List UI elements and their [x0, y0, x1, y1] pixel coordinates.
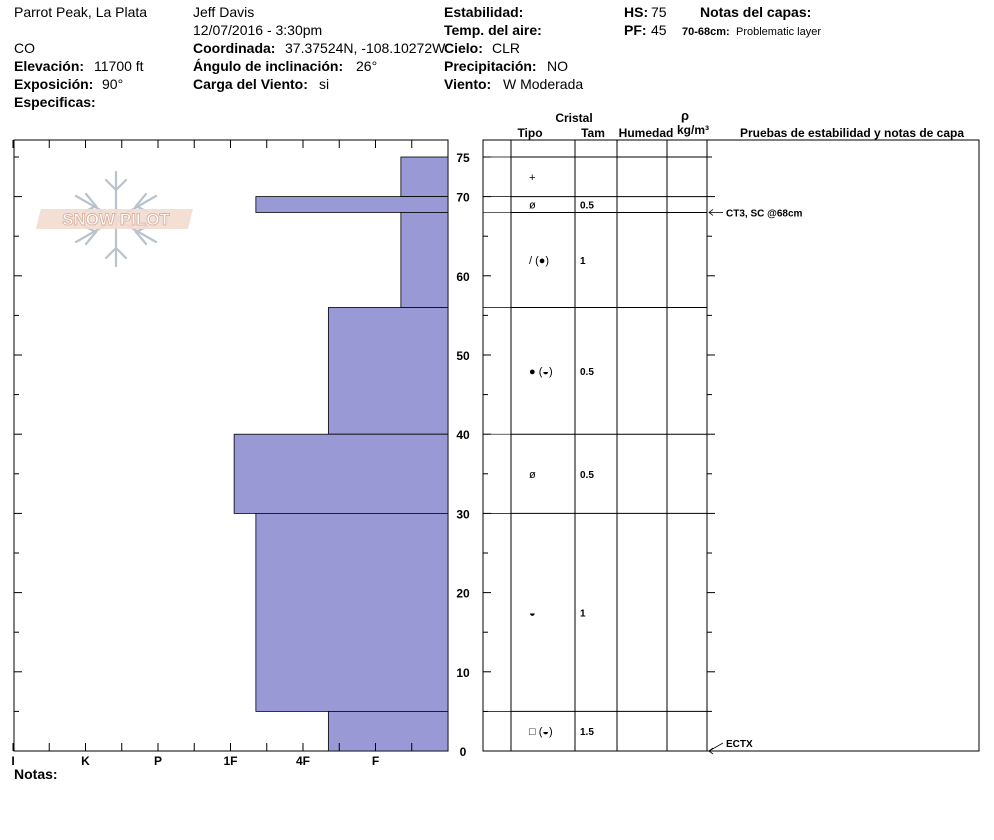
- air-temp-label: Temp. del aire:: [444, 22, 542, 38]
- elevation-label: Elevación:: [14, 58, 85, 74]
- test-note-arrowhead-0: [708, 209, 714, 216]
- hardness-axis: I K P 1F 4F F: [11, 140, 413, 768]
- hs-label: HS:: [624, 4, 649, 20]
- test-note-text-0: CT3, SC @68cm: [726, 208, 803, 219]
- hardness-bar-5: [255, 513, 449, 712]
- moisture-header: Humedad: [619, 126, 674, 140]
- observer: Jeff Davis: [193, 4, 255, 20]
- wind-value: W Moderada: [503, 76, 584, 92]
- stability-label: Estabilidad:: [444, 4, 524, 20]
- depth-label-20: 20: [456, 587, 470, 601]
- precip-value: NO: [547, 58, 568, 74]
- crystal-type-2: / (●): [529, 255, 549, 267]
- crystal-type-3: ● (◒): [529, 366, 553, 378]
- crystal-type-5: ◒: [529, 607, 536, 619]
- depth-label-30: 30: [456, 507, 470, 521]
- crystal-size-6: 1.5: [580, 727, 594, 738]
- hardness-label-2: P: [154, 754, 162, 768]
- slope-value: 26°: [356, 58, 378, 74]
- snowpilot-logo: SNOW PILOT: [35, 170, 193, 268]
- crystal-size-2: 1: [580, 256, 586, 267]
- crystal-rows: + ø 0.5 / (●) 1 ● (◒) 0.5 ø 0.5 ◒ 1 □ (◒) 1.5: [529, 172, 594, 738]
- test-note-text-1: ECTX: [726, 739, 753, 750]
- pf-value: 45: [651, 22, 667, 38]
- hardness-bar-2: [400, 212, 449, 308]
- logo-text: SNOW PILOT: [62, 210, 170, 229]
- crystal-type-1: ø: [529, 200, 536, 212]
- wind-label: Viento:: [444, 76, 492, 92]
- hardness-bar-0: [400, 156, 449, 197]
- aspect-value: 90°: [102, 76, 124, 92]
- hs-value: 75: [651, 4, 667, 20]
- hardness-bar-4: [233, 433, 449, 514]
- depth-label-10: 10: [456, 666, 470, 680]
- crystal-type-0: +: [529, 172, 535, 184]
- depth-label-75: 75: [456, 151, 470, 165]
- layer-note-text: Problematic layer: [736, 26, 821, 38]
- depth-label-70: 70: [456, 191, 470, 205]
- tests-header: Pruebas de estabilidad y notas de capa: [740, 126, 964, 140]
- type-header: Tipo: [517, 126, 542, 140]
- datetime: 12/07/2016 - 3:30pm: [193, 22, 323, 38]
- crystal-size-1: 0.5: [580, 201, 594, 212]
- density-unit-header: kg/m³: [677, 123, 709, 137]
- hardness-label-4: 4F: [296, 754, 310, 768]
- wind-load-label: Carga del Viento:: [193, 76, 308, 92]
- sky-value: CLR: [492, 40, 521, 56]
- state: CO: [14, 40, 35, 56]
- layer-table-frame: [482, 139, 980, 752]
- depth-label-0: 0: [460, 745, 467, 759]
- hardness-label-1: K: [81, 754, 90, 768]
- specifics-label: Especificas:: [14, 94, 96, 110]
- hardness-bar-3: [327, 307, 449, 435]
- aspect-label: Exposición:: [14, 76, 94, 92]
- hardness-bars: [233, 156, 449, 752]
- crystal-type-4: ø: [529, 469, 536, 481]
- crystal-size-3: 0.5: [580, 367, 594, 378]
- depth-label-60: 60: [456, 270, 470, 284]
- rho-header: ρ: [681, 108, 689, 123]
- coord-label: Coordinada:: [193, 40, 276, 56]
- crystal-size-4: 0.5: [580, 470, 594, 481]
- pf-label: PF:: [624, 22, 647, 38]
- hardness-bar-6: [327, 711, 449, 752]
- hardness-label-3: 1F: [223, 754, 237, 768]
- wind-load-value: si: [319, 76, 330, 92]
- elevation-value: 11700 ft: [94, 58, 144, 74]
- left-side-ticks: [14, 156, 22, 752]
- depth-label-40: 40: [456, 428, 470, 442]
- crystal-header: Cristal: [555, 111, 592, 125]
- depth-axis: 0 10 20 30 40 50 60 70 75: [456, 151, 491, 759]
- test-note-arrowhead-1: [708, 747, 714, 755]
- precip-label: Precipitación:: [444, 58, 537, 74]
- hardness-label-0: I: [11, 754, 14, 768]
- hardness-bar-1: [255, 196, 449, 213]
- sky-label: Cielo:: [444, 40, 483, 56]
- depth-label-50: 50: [456, 349, 470, 363]
- location: Parrot Peak, La Plata: [14, 4, 148, 20]
- size-header: Tam: [581, 126, 605, 140]
- layer-table-grid: [483, 140, 715, 752]
- slope-label: Ángulo de inclinación:: [193, 58, 344, 74]
- coord-value: 37.37524N, -108.10272W: [285, 40, 446, 56]
- crystal-type-6: □ (◒): [529, 726, 553, 738]
- crystal-size-5: 1: [580, 608, 586, 619]
- layer-notes-label: Notas del capas:: [700, 4, 812, 20]
- hardness-label-5: F: [372, 754, 379, 768]
- layer-note-range: 70-68cm:: [682, 26, 730, 38]
- notes-label: Notas:: [14, 766, 58, 782]
- test-notes: CT3, SC @68cm ECTX: [708, 208, 803, 755]
